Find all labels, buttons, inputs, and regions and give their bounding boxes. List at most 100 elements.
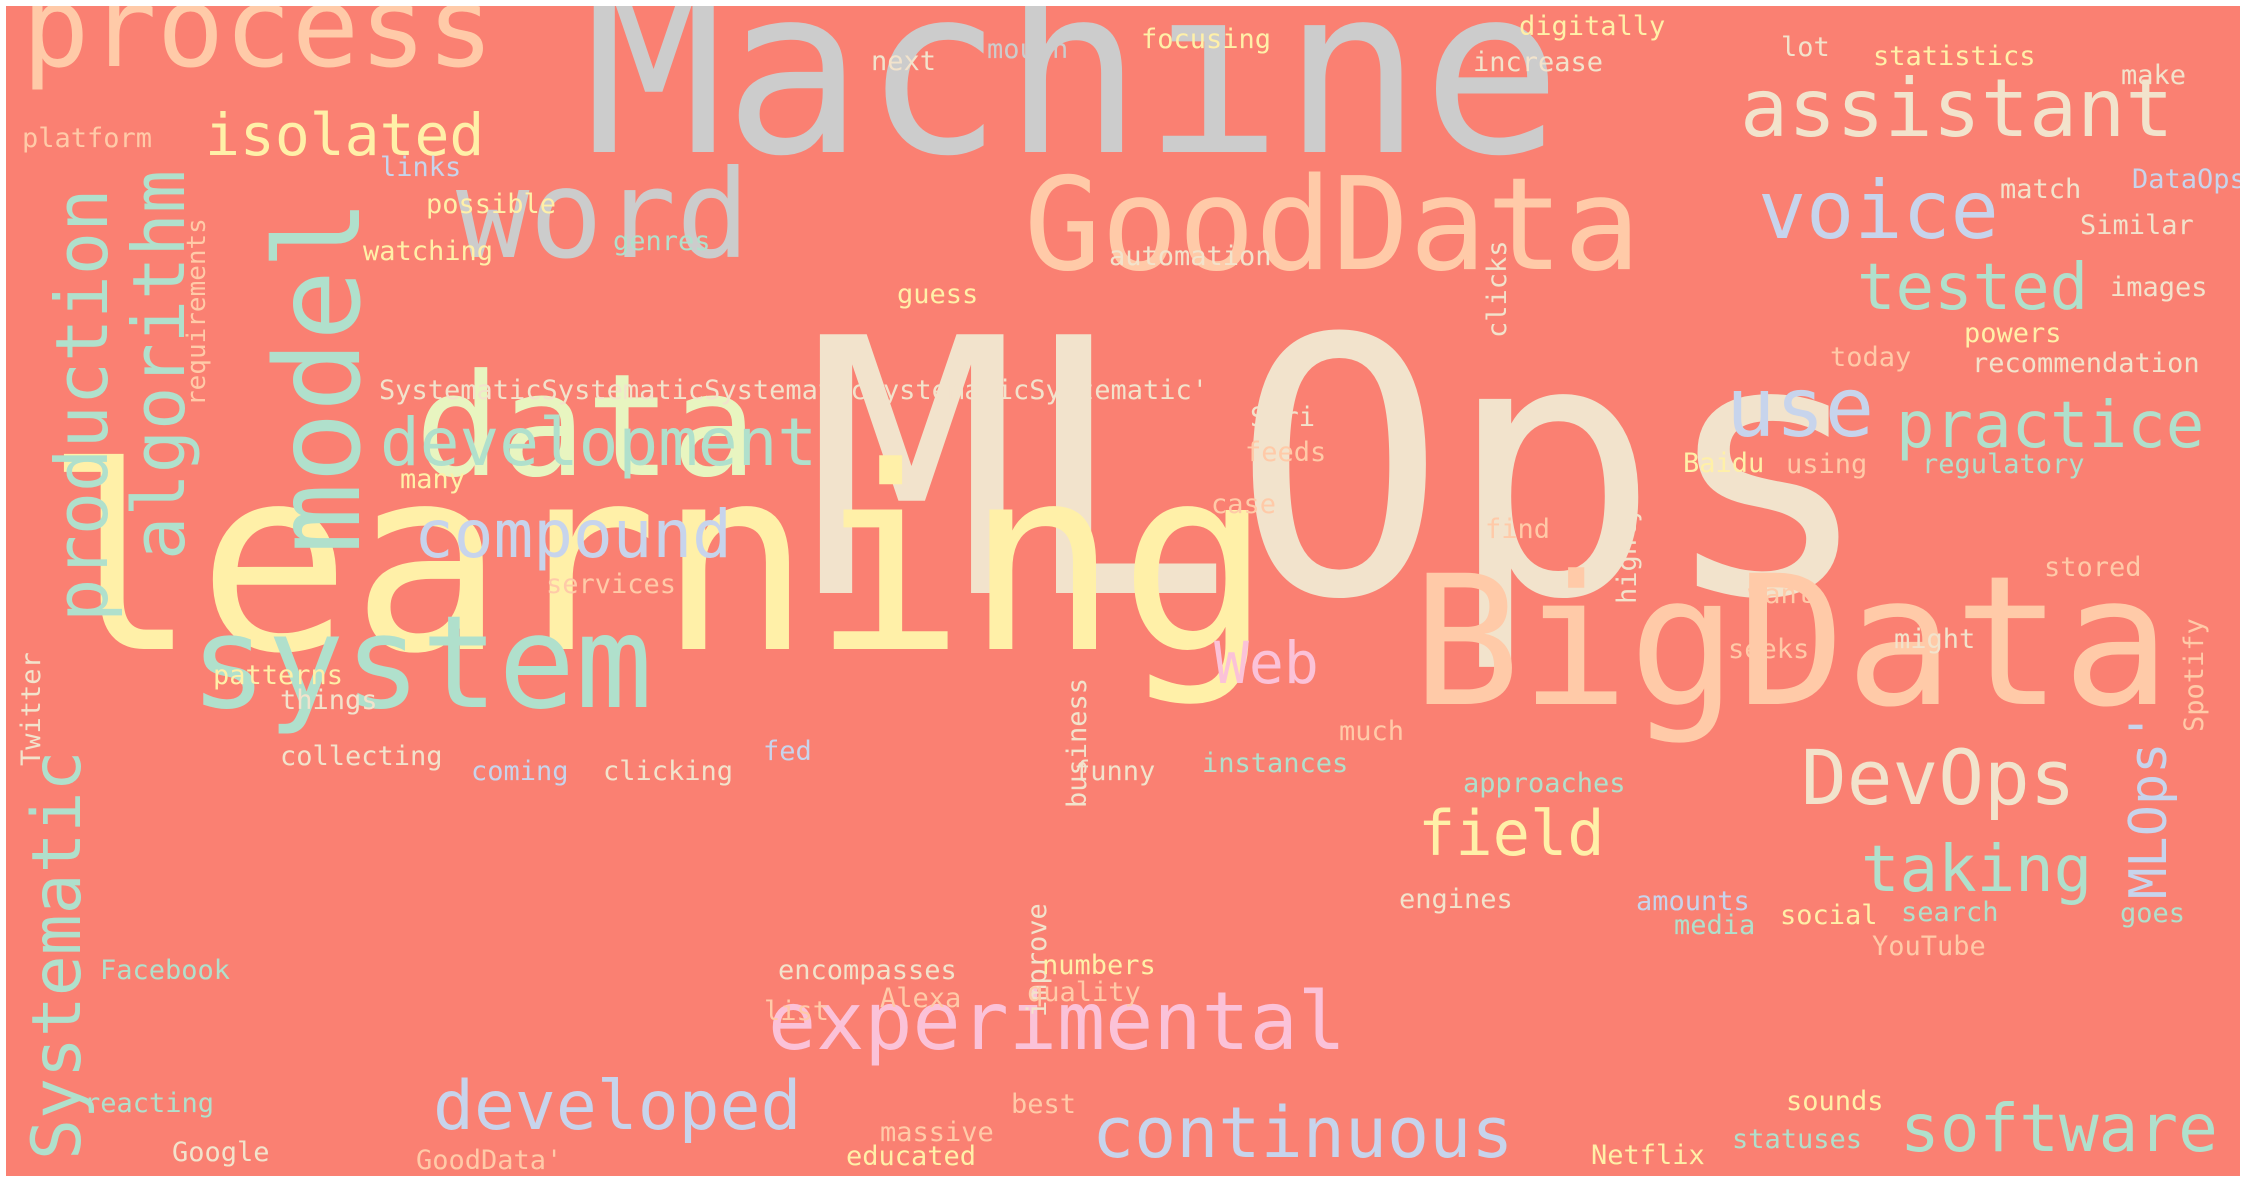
word-similar: Similar xyxy=(2080,210,2194,241)
word-developed: developed xyxy=(433,1067,802,1146)
word-experimental: experimental xyxy=(768,975,1346,1068)
word-learning: learning xyxy=(44,413,1273,710)
word-find: find xyxy=(1485,514,1551,545)
word-patterns: patterns xyxy=(213,660,344,691)
word-numbers: numbers xyxy=(1042,950,1156,981)
word-many: many xyxy=(400,464,466,495)
word-images: images xyxy=(2110,272,2208,303)
word-cloud: MLOps Machine learning BigData GoodData data s… xyxy=(6,6,2240,1176)
word-production: production xyxy=(40,188,124,622)
word-massive: massive xyxy=(880,1117,994,1148)
word-business: business xyxy=(1062,677,1093,808)
word-funny: funny xyxy=(1074,756,1156,787)
word-things: things xyxy=(280,685,378,716)
word-digitally: digitally xyxy=(1519,11,1666,42)
word-match: match xyxy=(2000,174,2082,205)
word-approaches: approaches xyxy=(1463,768,1626,799)
word-powers: powers xyxy=(1964,318,2062,349)
word-platform: platform xyxy=(22,123,153,154)
word-instances: instances xyxy=(1202,748,1349,779)
word-isolated: isolated xyxy=(205,101,485,169)
word-machine: Machine xyxy=(584,6,1562,207)
word-make: make xyxy=(2121,60,2187,91)
word-social: social xyxy=(1780,900,1878,931)
word-model: model xyxy=(249,198,387,554)
word-devops: DevOps xyxy=(1801,733,2076,822)
word-alexa: Alexa xyxy=(880,983,962,1014)
word-engines: engines xyxy=(1399,884,1513,915)
word-systematic-v: Systematic xyxy=(18,750,97,1160)
word-amounts: amounts xyxy=(1636,886,1750,917)
word-recommendation: recommendation xyxy=(1972,348,2200,379)
word-mlops: MLOps xyxy=(805,263,1874,677)
word-lot: lot xyxy=(1781,32,1830,63)
word-fed: fed xyxy=(763,736,812,767)
word-list: list xyxy=(764,996,830,1027)
word-quality: quality xyxy=(1027,977,1141,1008)
word-word: word xyxy=(456,144,750,286)
word-next: next xyxy=(871,46,937,77)
word-seeks: seeks xyxy=(1728,634,1810,665)
word-stored: stored xyxy=(2044,552,2142,583)
word-software: software xyxy=(1900,1090,2218,1167)
word-baidu: Baidu xyxy=(1683,448,1765,479)
word-mouth: mouth xyxy=(987,34,1069,65)
word-google: Google xyxy=(172,1137,270,1168)
word-focusing: focusing xyxy=(1141,24,1272,55)
word-youtube: YouTube xyxy=(1872,931,1986,962)
word-clicks: clicks xyxy=(1482,240,1513,338)
word-compound: compound xyxy=(414,496,732,573)
word-links: links xyxy=(380,152,462,183)
word-assistant: assistant xyxy=(1740,62,2174,155)
word-voice: voice xyxy=(1758,164,1999,257)
word-much: much xyxy=(1339,716,1405,747)
word-reacting: reacting xyxy=(84,1088,215,1119)
word-search: search xyxy=(1901,897,1999,928)
word-clicking: clicking xyxy=(603,756,734,787)
word-media: media xyxy=(1674,910,1756,941)
word-process: process xyxy=(22,6,495,93)
word-use: use xyxy=(1726,361,1875,456)
word-highly: highly xyxy=(1612,506,1643,604)
word-case: case xyxy=(1211,489,1277,520)
word-feeds: feeds xyxy=(1245,437,1327,468)
word-coming: coming xyxy=(471,756,569,787)
word-siri: Siri xyxy=(1250,402,1316,433)
word-practice: practice xyxy=(1896,389,2205,463)
word-might: might xyxy=(1894,624,1976,655)
word-netflix: Netflix xyxy=(1591,1140,1705,1171)
word-statuses: statuses xyxy=(1732,1124,1863,1155)
word-systematic-repeat: SystematicSystematicSystematicSystematic… xyxy=(379,375,1209,406)
word-encompasses: encompasses xyxy=(778,955,957,986)
word-data: data xyxy=(415,344,757,509)
word-gooddata: GoodData xyxy=(1024,151,1641,300)
word-today: today xyxy=(1830,342,1912,373)
word-taking: taking xyxy=(1861,833,2093,907)
word-dataops: DataOps xyxy=(2132,164,2240,195)
word-continuous: continuous xyxy=(1092,1092,1514,1174)
word-twitter: Twitter xyxy=(16,652,47,766)
word-watching: watching xyxy=(363,236,494,267)
word-guess: guess xyxy=(897,279,979,310)
word-sounds: sounds xyxy=(1786,1086,1884,1117)
word-facebook: Facebook xyxy=(100,955,231,986)
word-web: Web xyxy=(1214,629,1319,697)
word-system: system xyxy=(190,589,653,738)
word-mlops-quote: MLOps' xyxy=(2119,711,2179,899)
word-field: field xyxy=(1418,797,1605,870)
word-best: best xyxy=(1011,1089,1077,1120)
word-bigdata: BigData xyxy=(1412,538,2171,747)
word-requirements: requirements xyxy=(182,218,212,406)
word-services: services xyxy=(546,569,677,600)
word-collecting: collecting xyxy=(280,741,443,772)
word-spotify: Spotify xyxy=(2179,618,2210,732)
word-regulatory: regulatory xyxy=(1922,449,2085,480)
word-increase: increase xyxy=(1473,47,1604,78)
word-automation: automation xyxy=(1109,241,1272,272)
word-statistics: statistics xyxy=(1873,41,2036,72)
word-gooddata-quote: GoodData' xyxy=(416,1145,563,1176)
word-development: development xyxy=(380,404,818,481)
word-tested: tested xyxy=(1857,251,2089,325)
word-using: using xyxy=(1786,449,1868,480)
word-genres: genres xyxy=(613,226,711,257)
